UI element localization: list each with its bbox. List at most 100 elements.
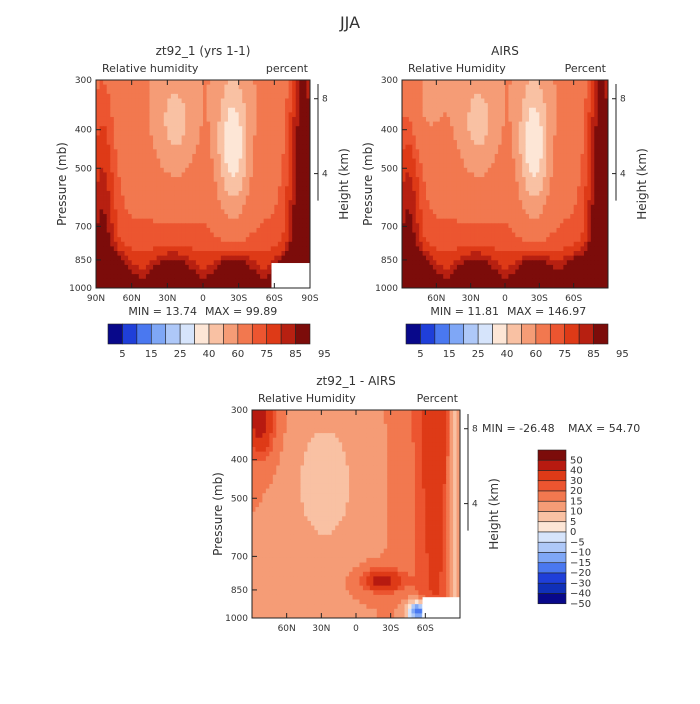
obs-cell xyxy=(471,103,475,108)
obs-cell xyxy=(402,80,406,85)
model-cell xyxy=(153,228,157,233)
obs-cell xyxy=(560,209,564,214)
obs-cell xyxy=(429,85,433,90)
obs-cell xyxy=(543,246,547,251)
model-cell xyxy=(242,163,246,168)
obs-cell xyxy=(481,209,485,214)
obs-cell xyxy=(543,85,547,90)
obs-cell xyxy=(457,154,461,159)
obs-cell xyxy=(423,163,427,168)
model-cell xyxy=(117,98,121,103)
obs-cell xyxy=(581,131,585,136)
model-cell xyxy=(267,182,271,187)
model-cell xyxy=(292,80,296,85)
model-cell xyxy=(303,186,307,191)
model-cell xyxy=(224,89,228,94)
model-cell xyxy=(110,233,114,238)
model-cell xyxy=(260,246,264,251)
model-cell xyxy=(242,228,246,233)
model-cell xyxy=(242,159,246,164)
model-cell xyxy=(278,209,282,214)
obs-cell xyxy=(495,172,499,177)
model-cell xyxy=(146,80,150,85)
model-cell xyxy=(199,260,203,265)
obs-cell xyxy=(481,149,485,154)
obs-cell xyxy=(532,103,536,108)
obs-cell xyxy=(429,237,433,242)
model-cell xyxy=(117,140,121,145)
model-cell xyxy=(299,80,303,85)
obs-cell xyxy=(529,182,533,187)
obs-cell xyxy=(467,209,471,214)
model-cell xyxy=(278,233,282,238)
model-cell xyxy=(150,233,154,238)
obs-cell xyxy=(591,186,595,191)
obs-cell xyxy=(405,191,409,196)
obs-cell xyxy=(491,246,495,251)
obs-cell xyxy=(570,233,574,238)
model-cell xyxy=(242,94,246,99)
obs-cell xyxy=(429,205,433,210)
model-cell xyxy=(125,242,129,247)
model-cell xyxy=(150,154,154,159)
obs-cell xyxy=(450,154,454,159)
model-cell xyxy=(253,112,257,117)
obs-cell xyxy=(546,214,550,219)
model-cell xyxy=(157,145,161,150)
model-cell xyxy=(196,182,200,187)
obs-cell xyxy=(557,154,561,159)
model-cell xyxy=(100,98,104,103)
model-cell xyxy=(103,209,107,214)
model-cell xyxy=(292,103,296,108)
obs-cell xyxy=(467,94,471,99)
obs-cell xyxy=(553,103,557,108)
model-cell xyxy=(174,214,178,219)
model-cell xyxy=(281,140,285,145)
model-cell xyxy=(128,228,132,233)
obs-cell xyxy=(570,237,574,242)
model-cell xyxy=(117,242,121,247)
model-cell xyxy=(125,233,129,238)
obs-cell xyxy=(491,182,495,187)
model-cell xyxy=(192,274,196,279)
model-cell xyxy=(103,145,107,150)
model-cell xyxy=(228,80,232,85)
model-cell xyxy=(242,149,246,154)
obs-cell xyxy=(450,149,454,154)
model-cell xyxy=(174,94,178,99)
obs-cell xyxy=(553,186,557,191)
obs-cell xyxy=(433,154,437,159)
model-cell xyxy=(221,154,225,159)
obs-cell xyxy=(546,219,550,224)
model-cell xyxy=(246,163,250,168)
model-cell xyxy=(192,108,196,113)
obs-cell xyxy=(450,108,454,113)
model-cell xyxy=(110,186,114,191)
obs-cell xyxy=(402,145,406,150)
obs-cell xyxy=(471,177,475,182)
obs-cell xyxy=(491,237,495,242)
obs-cell xyxy=(601,98,605,103)
obs-cell xyxy=(460,108,464,113)
obs-cell xyxy=(532,89,536,94)
model-cell xyxy=(232,122,236,127)
model-cell xyxy=(153,279,157,284)
obs-cell xyxy=(581,168,585,173)
model-cell xyxy=(135,154,139,159)
model-cell xyxy=(253,89,257,94)
obs-cell xyxy=(481,242,485,247)
model-cell xyxy=(257,214,261,219)
model-cell xyxy=(125,163,129,168)
obs-cell xyxy=(416,135,420,140)
model-cell xyxy=(160,85,164,90)
model-cell xyxy=(125,191,129,196)
model-cell xyxy=(160,191,164,196)
model-cell xyxy=(189,265,193,270)
model-cell xyxy=(171,265,175,270)
model-cell xyxy=(146,131,150,136)
model-cell xyxy=(242,108,246,113)
model-cell xyxy=(296,89,300,94)
obs-cell xyxy=(543,182,547,187)
obs-cell xyxy=(546,209,550,214)
